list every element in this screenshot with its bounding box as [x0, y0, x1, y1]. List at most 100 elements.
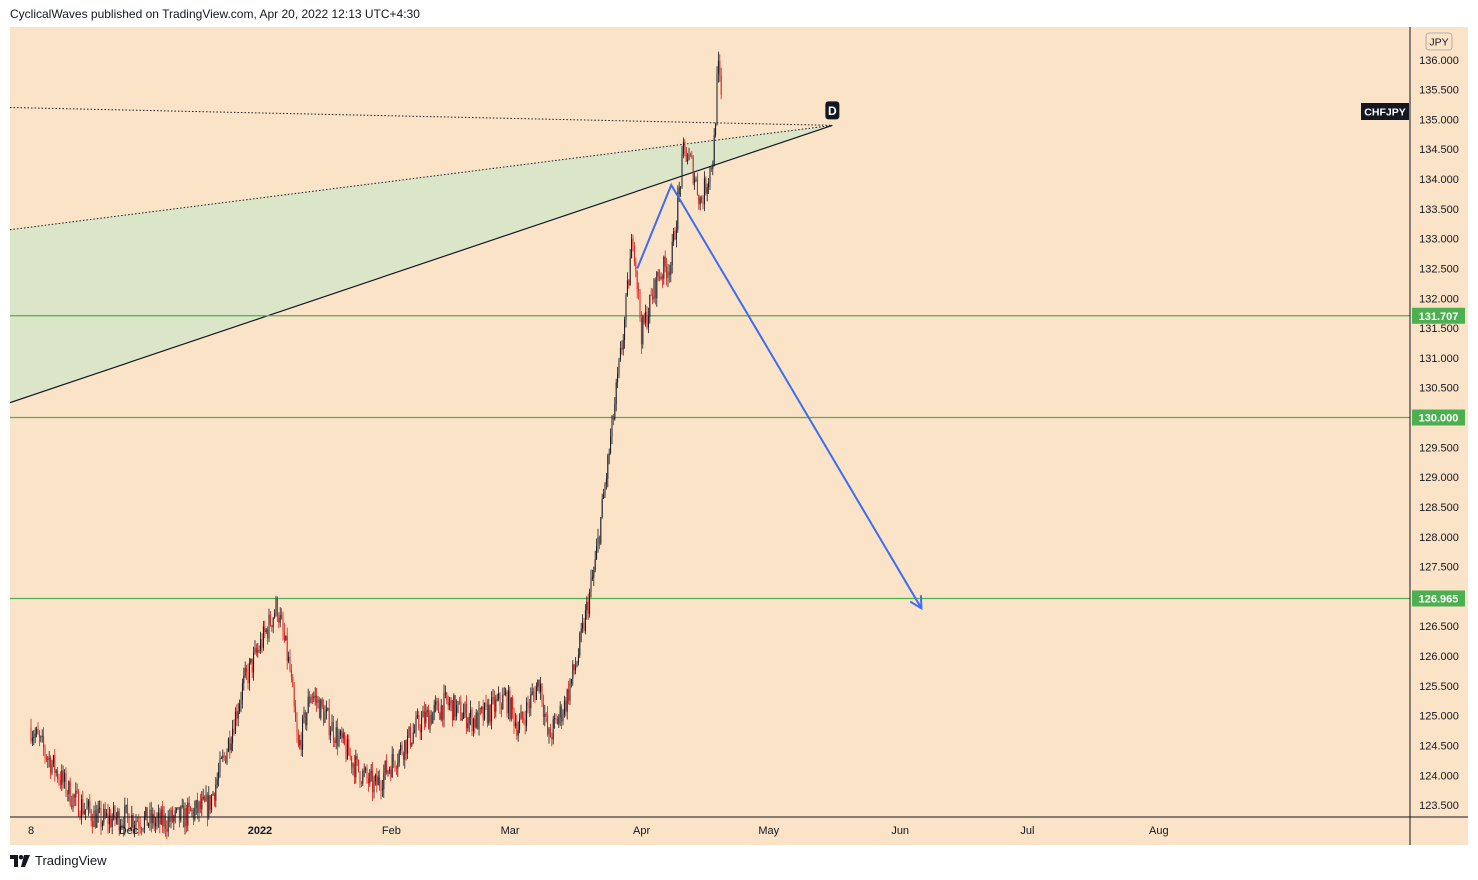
candle-body	[509, 690, 511, 720]
candle-body	[694, 179, 696, 184]
candle	[34, 727, 36, 744]
candle-body	[429, 714, 431, 730]
candle-body	[362, 770, 364, 784]
candle	[520, 704, 522, 720]
candle-body	[254, 647, 256, 653]
candle	[234, 707, 236, 735]
candle	[489, 704, 491, 726]
candle-body	[174, 810, 176, 817]
candle-body	[352, 763, 354, 768]
price-chart[interactable]: D 123.500 124.000 124.500 125.000 125.500 126…	[9, 27, 1468, 845]
candle-body	[376, 775, 378, 786]
candle-body	[708, 181, 710, 188]
candle-body	[240, 700, 242, 704]
candle-body	[542, 703, 544, 717]
price-tick-label: 134.000	[1419, 174, 1459, 186]
candle	[661, 273, 663, 289]
time-axis-background	[10, 817, 1410, 845]
candle-body	[568, 689, 570, 701]
chart-area[interactable]: D 123.500 124.000 124.500 125.000 125.500 126…	[9, 27, 1468, 845]
level-price-badge-0	[1412, 307, 1465, 324]
candle-body	[456, 705, 458, 717]
candle	[64, 769, 66, 789]
candle	[232, 720, 234, 752]
time-tick-label: 8	[28, 825, 34, 837]
candle-body	[530, 694, 532, 709]
candle	[290, 664, 292, 683]
candle-body	[426, 710, 428, 712]
candles	[30, 51, 722, 840]
candle	[631, 233, 633, 259]
price-tick-label: 128.000	[1419, 532, 1459, 544]
candle-body	[306, 712, 308, 726]
candle	[127, 798, 129, 823]
candle-body	[251, 658, 253, 673]
candle	[600, 517, 602, 546]
candle	[31, 730, 33, 747]
candle	[541, 683, 543, 707]
candle-body	[127, 804, 129, 815]
candle	[660, 272, 662, 281]
candle-body	[671, 242, 673, 266]
candle-body	[524, 719, 526, 726]
candle	[121, 818, 123, 830]
candle	[212, 791, 214, 797]
candle-body	[716, 73, 718, 125]
candle-body	[114, 806, 116, 820]
candle	[640, 311, 642, 354]
candle	[568, 680, 570, 705]
candle-body	[436, 701, 438, 703]
level-price-badge-1	[1412, 409, 1465, 426]
candle	[516, 714, 518, 740]
candle-body	[484, 702, 486, 720]
candle-body	[142, 828, 144, 830]
candle-body	[171, 809, 173, 822]
candle	[153, 809, 155, 831]
candle	[498, 686, 500, 702]
candle-body	[131, 814, 133, 828]
candle-body	[552, 719, 554, 740]
candle	[384, 760, 386, 780]
candle	[533, 687, 535, 702]
candle-body	[211, 795, 213, 810]
candle	[414, 724, 416, 734]
candle-body	[339, 730, 341, 736]
candle	[115, 812, 117, 825]
candle	[674, 226, 676, 241]
candle-body	[313, 696, 315, 698]
price-tick-label: 129.000	[1419, 472, 1459, 484]
candle-body	[393, 754, 395, 762]
wedge-upper-line	[9, 124, 833, 231]
candle-body	[226, 751, 228, 763]
candle-body	[457, 701, 459, 706]
candle	[566, 688, 568, 720]
tradingview-logo-icon[interactable]	[10, 854, 30, 867]
candle-body	[373, 780, 375, 793]
candle-body	[54, 755, 56, 773]
candle-body	[601, 498, 603, 518]
candle-body	[528, 705, 530, 709]
candle-body	[187, 802, 189, 826]
candle-body	[57, 770, 59, 779]
time-tick-label: Feb	[382, 825, 401, 837]
candle-body	[629, 257, 631, 286]
candle-body	[677, 194, 679, 230]
candle-body	[650, 294, 652, 296]
candle	[57, 767, 59, 784]
candle-body	[372, 771, 374, 793]
candle-body	[295, 706, 297, 722]
candle-body	[344, 732, 346, 744]
candle	[82, 790, 84, 817]
candle	[152, 807, 154, 829]
candle-body	[589, 591, 591, 614]
candle	[643, 312, 645, 325]
candle-body	[513, 709, 515, 726]
candle-body	[44, 747, 46, 756]
candle	[584, 604, 586, 635]
candle	[712, 160, 714, 176]
candle-body	[477, 712, 479, 730]
candle-body	[223, 755, 225, 757]
candle	[517, 721, 519, 742]
candle	[163, 806, 165, 834]
candle	[688, 147, 690, 161]
